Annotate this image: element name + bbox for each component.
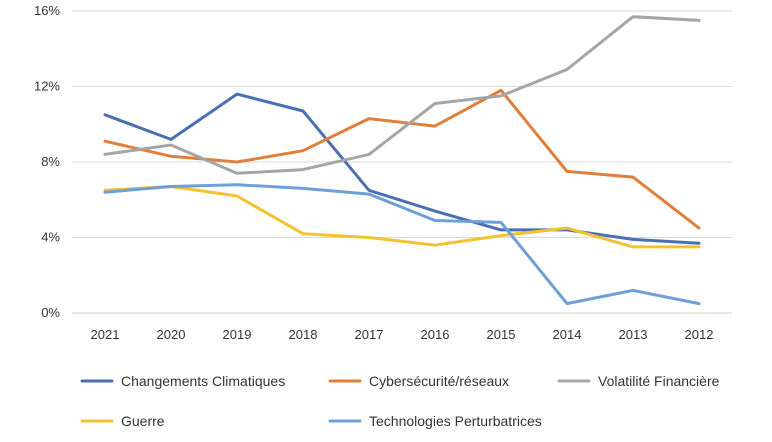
x-tick-label: 2017: [355, 327, 384, 342]
x-tick-label: 2015: [487, 327, 516, 342]
series-line-technologies-perturbatrices: [103, 183, 701, 306]
gridlines: [72, 10, 732, 314]
legend-entry: Technologies Perturbatrices: [328, 413, 542, 429]
y-tick-label: 8%: [41, 154, 60, 169]
y-tick-label: 16%: [34, 3, 60, 18]
legend-label: Volatilité Financière: [598, 373, 720, 389]
legend-entry: Cybersécurité/réseaux: [328, 373, 509, 389]
series-lines: [103, 15, 701, 306]
series-line-guerre: [103, 185, 701, 249]
legend-label: Guerre: [121, 413, 165, 429]
x-tick-label: 2019: [223, 327, 252, 342]
x-tick-label: 2020: [157, 327, 186, 342]
y-tick-label: 12%: [34, 79, 60, 94]
x-tick-label: 2012: [685, 327, 714, 342]
legend-entry: Volatilité Financière: [557, 373, 720, 389]
x-tick-label: 2016: [421, 327, 450, 342]
legend-label: Changements Climatiques: [121, 373, 285, 389]
x-tick-label: 2018: [289, 327, 318, 342]
legend-label: Cybersécurité/réseaux: [369, 373, 509, 389]
x-tick-label: 2013: [619, 327, 648, 342]
x-axis-ticks: 2021 2020 2019 2018 2017 2016 2015 2014 2013 2012: [91, 327, 714, 342]
y-tick-label: 0%: [41, 305, 60, 320]
y-tick-label: 4%: [41, 230, 60, 245]
legend-label: Technologies Perturbatrices: [369, 413, 542, 429]
series-line-changements-climatiques: [103, 92, 701, 245]
y-axis-ticks: 0% 4% 8% 12% 16%: [34, 3, 60, 320]
legend-entry: Changements Climatiques: [80, 373, 285, 389]
series-line-volatilite-financiere: [103, 15, 701, 175]
x-tick-label: 2021: [91, 327, 120, 342]
legend: Changements Climatiques Cybersécurité/rés…: [80, 373, 720, 429]
x-tick-label: 2014: [553, 327, 582, 342]
legend-entry: Guerre: [80, 413, 165, 429]
